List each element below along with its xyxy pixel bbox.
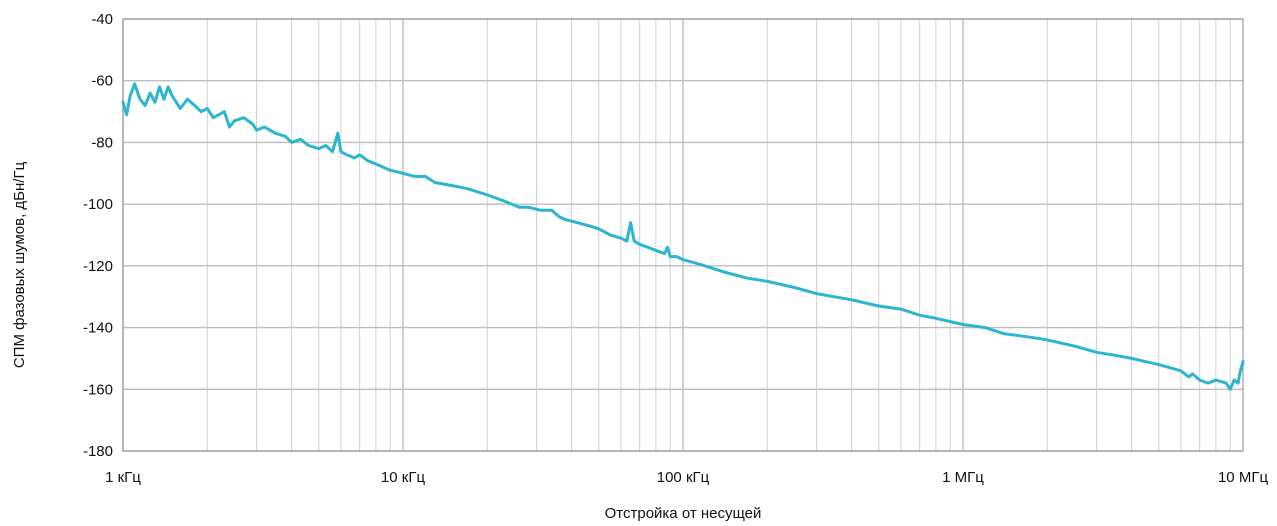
y-tick-label: -100 bbox=[83, 196, 113, 213]
plot-frame bbox=[122, 18, 1244, 452]
x-tick-label: 1 кГц bbox=[105, 469, 141, 486]
y-tick-label: -40 bbox=[91, 11, 113, 28]
y-tick-label: -160 bbox=[83, 381, 113, 398]
series-layer bbox=[121, 82, 1245, 391]
y-tick-label: -120 bbox=[83, 258, 113, 275]
y-tick-label: -80 bbox=[91, 134, 113, 151]
x-tick-label: 1 МГц bbox=[942, 469, 984, 486]
y-axis-label: СПМ фазовых шумов, дБн/Гц bbox=[11, 161, 28, 368]
x-axis-ticks: 1 кГц 10 кГц 100 кГц 1 МГц 10 МГц bbox=[105, 469, 1268, 486]
x-tick-label: 10 кГц bbox=[381, 469, 426, 486]
y-tick-label: -60 bbox=[91, 73, 113, 90]
y-tick-label: -140 bbox=[83, 320, 113, 337]
x-tick-label: 100 кГц bbox=[657, 469, 710, 486]
y-axis-ticks: -40 -60 -80 -100 -120 -140 -160 -180 bbox=[83, 11, 113, 460]
x-tick-label: 10 МГц bbox=[1218, 469, 1268, 486]
x-axis-label: Отстройка от несущей bbox=[605, 505, 762, 522]
grid bbox=[122, 18, 1243, 452]
y-tick-label: -180 bbox=[83, 443, 113, 460]
